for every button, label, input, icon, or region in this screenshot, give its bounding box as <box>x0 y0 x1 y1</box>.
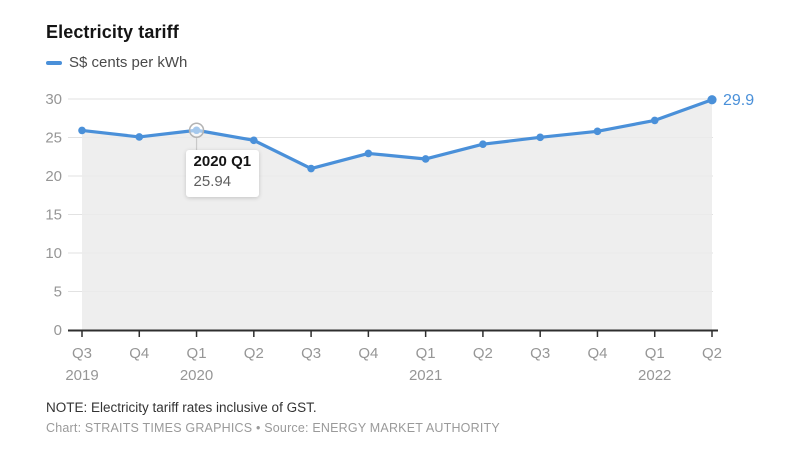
data-point[interactable] <box>421 155 430 163</box>
data-point[interactable] <box>307 164 315 173</box>
x-tick-label: Q4 <box>358 345 378 362</box>
x-tick-label: Q1 <box>187 345 207 362</box>
y-tick-label: 15 <box>45 207 62 224</box>
x-year-label: 2020 <box>180 367 213 384</box>
footnote: NOTE: Electricity tariff rates inclusive… <box>46 400 317 415</box>
data-point[interactable] <box>364 149 373 158</box>
data-point[interactable] <box>536 133 544 142</box>
x-tick-label: Q3 <box>301 345 321 362</box>
tooltip-period-label: 2020 Q1 <box>193 153 252 171</box>
data-point[interactable] <box>707 95 717 105</box>
y-tick-label: 0 <box>54 322 62 339</box>
credit-line: Chart: STRAITS TIMES GRAPHICS • Source: … <box>46 421 500 435</box>
x-tick-label: Q2 <box>244 345 264 362</box>
data-point[interactable] <box>250 136 258 145</box>
highlight-marker[interactable] <box>188 122 205 139</box>
x-tick-label: Q3 <box>72 345 92 362</box>
tariff-line <box>80 98 714 171</box>
data-point[interactable] <box>650 116 659 125</box>
data-point-tooltip: 2020 Q1 25.94 <box>185 150 260 197</box>
x-tick-label: Q4 <box>129 345 149 362</box>
tooltip-value-label: 25.94 <box>193 173 232 190</box>
y-tick-label: 10 <box>45 245 62 262</box>
legend: S$ cents per kWh <box>46 54 187 71</box>
area-fill <box>82 99 712 331</box>
legend-series-label: S$ cents per kWh <box>69 54 188 71</box>
data-point[interactable] <box>479 140 487 148</box>
data-point[interactable] <box>78 126 86 135</box>
x-year-label: 2022 <box>638 367 671 384</box>
end-value-label: 29.9 <box>723 92 754 109</box>
x-tick-label: Q2 <box>702 345 722 362</box>
x-tick-label: Q1 <box>416 345 436 362</box>
x-tick-label: Q3 <box>530 345 550 362</box>
x-tick-label: Q2 <box>473 345 493 362</box>
x-year-label: 2019 <box>65 367 98 384</box>
y-tick-label: 30 <box>45 91 62 108</box>
y-tick-label: 20 <box>45 168 62 185</box>
legend-line-swatch <box>46 60 62 65</box>
x-year-label: 2021 <box>409 367 442 384</box>
y-tick-label: 5 <box>54 284 62 301</box>
x-tick-label: Q1 <box>645 345 665 362</box>
data-point[interactable] <box>135 133 144 141</box>
y-tick-label: 25 <box>45 130 62 147</box>
chart-title: Electricity tariff <box>46 22 179 42</box>
data-point[interactable] <box>593 127 602 136</box>
x-tick-label: Q4 <box>587 345 607 362</box>
